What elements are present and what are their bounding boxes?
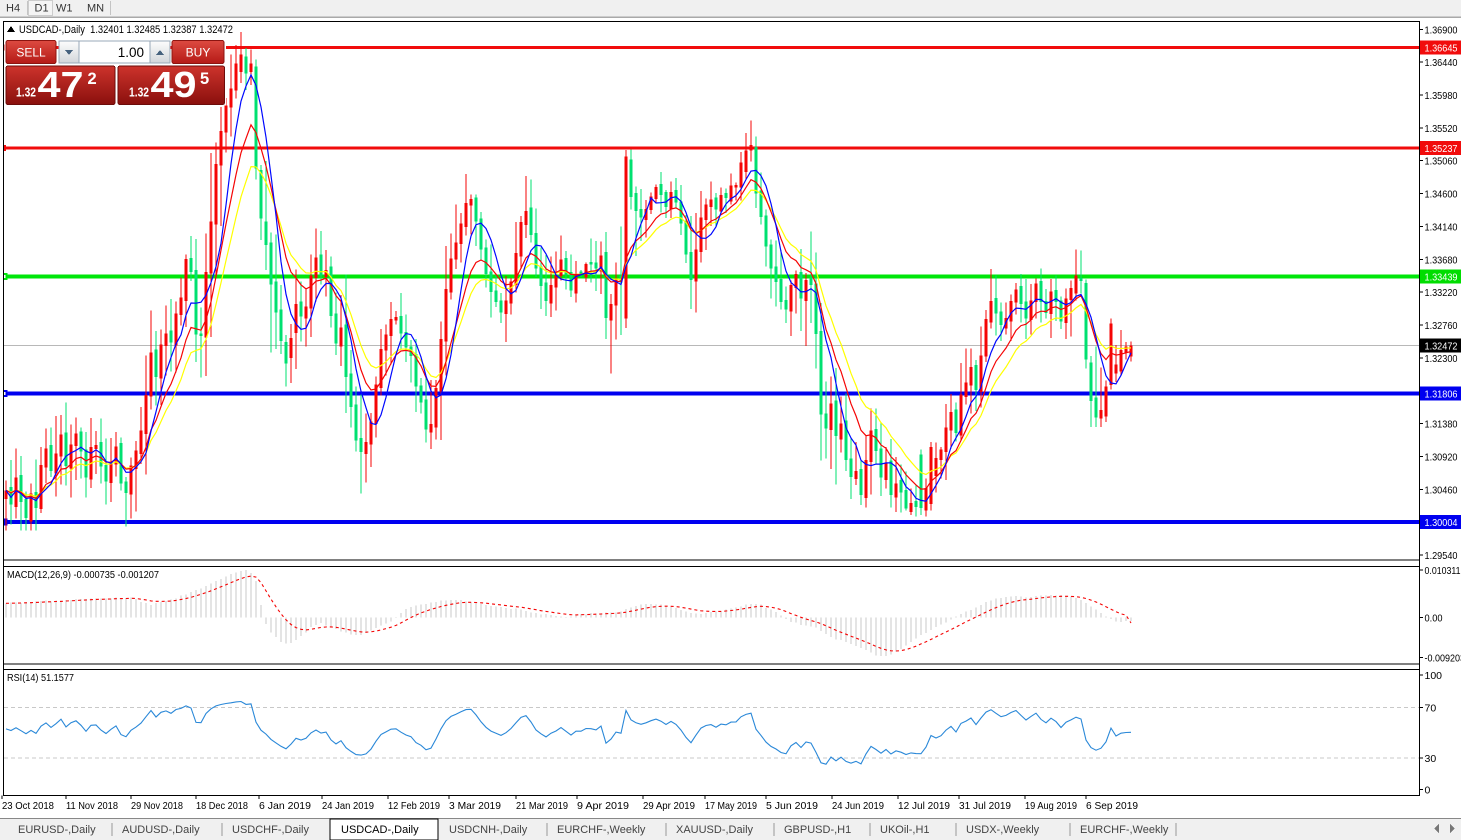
svg-text:EURCHF-,Weekly: EURCHF-,Weekly <box>1080 824 1169 836</box>
svg-text:70: 70 <box>1425 702 1437 714</box>
svg-text:D1: D1 <box>35 3 49 15</box>
svg-text:GBPUSD-,H1: GBPUSD-,H1 <box>784 824 851 836</box>
svg-text:-0.009203: -0.009203 <box>1425 653 1461 665</box>
svg-text:1.32: 1.32 <box>129 85 149 100</box>
svg-text:3 Mar 2019: 3 Mar 2019 <box>449 800 501 812</box>
svg-text:1.30920: 1.30920 <box>1425 451 1458 463</box>
svg-text:1.29540: 1.29540 <box>1425 550 1458 562</box>
svg-text:12 Jul 2019: 12 Jul 2019 <box>898 800 950 812</box>
svg-text:1.00: 1.00 <box>118 45 144 60</box>
svg-text:1.35980: 1.35980 <box>1425 90 1458 102</box>
svg-text:1.33439: 1.33439 <box>1425 272 1458 284</box>
svg-text:0: 0 <box>1425 784 1431 796</box>
svg-text:1.35520: 1.35520 <box>1425 123 1458 135</box>
svg-text:AUDUSD-,Daily: AUDUSD-,Daily <box>122 824 200 836</box>
svg-text:MACD(12,26,9) -0.000735 -0.001: MACD(12,26,9) -0.000735 -0.001207 <box>7 570 159 581</box>
svg-text:2: 2 <box>88 70 97 88</box>
svg-text:18 Dec 2018: 18 Dec 2018 <box>196 800 248 812</box>
svg-text:23 Oct 2018: 23 Oct 2018 <box>2 800 54 812</box>
svg-text:29 Apr 2019: 29 Apr 2019 <box>643 800 695 812</box>
svg-text:1.32: 1.32 <box>16 85 36 100</box>
svg-text:30: 30 <box>1425 753 1437 765</box>
svg-text:29 Nov 2018: 29 Nov 2018 <box>131 800 183 812</box>
svg-text:1.36440: 1.36440 <box>1425 57 1458 69</box>
svg-text:1.36645: 1.36645 <box>1425 42 1458 54</box>
svg-text:47: 47 <box>38 64 84 105</box>
svg-text:1.30004: 1.30004 <box>1425 517 1458 529</box>
svg-text:1.30460: 1.30460 <box>1425 484 1458 496</box>
svg-text:0.010311: 0.010311 <box>1425 565 1461 577</box>
svg-text:21 Mar 2019: 21 Mar 2019 <box>516 800 568 812</box>
svg-text:RSI(14) 51.1577: RSI(14) 51.1577 <box>7 673 74 684</box>
svg-text:5 Jun 2019: 5 Jun 2019 <box>766 800 818 812</box>
svg-text:1.33680: 1.33680 <box>1425 254 1458 266</box>
svg-text:9 Apr 2019: 9 Apr 2019 <box>577 800 629 812</box>
svg-text:17 May 2019: 17 May 2019 <box>705 800 757 812</box>
svg-text:0.00: 0.00 <box>1425 613 1443 625</box>
svg-text:USDCAD-,Daily: USDCAD-,Daily <box>341 824 419 836</box>
svg-text:1.35060: 1.35060 <box>1425 156 1458 168</box>
svg-text:SELL: SELL <box>16 46 46 60</box>
svg-text:24 Jan 2019: 24 Jan 2019 <box>322 800 374 812</box>
svg-text:H4: H4 <box>6 3 20 15</box>
svg-text:USDCNH-,Daily: USDCNH-,Daily <box>449 824 528 836</box>
svg-text:BUY: BUY <box>186 46 211 60</box>
svg-text:1.34140: 1.34140 <box>1425 221 1458 233</box>
svg-text:1.31806: 1.31806 <box>1425 388 1458 400</box>
svg-text:19 Aug 2019: 19 Aug 2019 <box>1025 800 1077 812</box>
svg-text:1.32300: 1.32300 <box>1425 353 1458 365</box>
svg-text:1.34600: 1.34600 <box>1425 189 1458 201</box>
svg-text:1.32472: 1.32472 <box>1425 341 1458 353</box>
svg-text:1.35237: 1.35237 <box>1425 143 1458 155</box>
svg-text:5: 5 <box>200 70 209 88</box>
svg-text:24 Jun 2019: 24 Jun 2019 <box>832 800 884 812</box>
svg-text:USDX-,Weekly: USDX-,Weekly <box>966 824 1040 836</box>
svg-text:XAUUSD-,Daily: XAUUSD-,Daily <box>676 824 754 836</box>
svg-text:1.33220: 1.33220 <box>1425 287 1458 299</box>
svg-text:1.32760: 1.32760 <box>1425 320 1458 332</box>
svg-text:USDCHF-,Daily: USDCHF-,Daily <box>232 824 310 836</box>
svg-text:12 Feb 2019: 12 Feb 2019 <box>388 800 440 812</box>
svg-text:W1: W1 <box>56 3 73 15</box>
svg-text:1.36900: 1.36900 <box>1425 24 1458 36</box>
svg-text:6 Jan 2019: 6 Jan 2019 <box>259 800 311 812</box>
svg-text:6 Sep 2019: 6 Sep 2019 <box>1086 800 1138 812</box>
svg-text:UKOil-,H1: UKOil-,H1 <box>880 824 930 836</box>
svg-text:USDCAD-,Daily 1.32401 1.32485: USDCAD-,Daily 1.32401 1.32485 1.32387 1.… <box>19 24 233 36</box>
svg-text:100: 100 <box>1425 670 1443 682</box>
svg-text:EURUSD-,Daily: EURUSD-,Daily <box>18 824 96 836</box>
svg-text:EURCHF-,Weekly: EURCHF-,Weekly <box>557 824 646 836</box>
svg-text:MN: MN <box>87 3 104 15</box>
svg-text:1.31380: 1.31380 <box>1425 419 1458 431</box>
svg-text:49: 49 <box>151 64 197 105</box>
svg-text:31 Jul 2019: 31 Jul 2019 <box>959 800 1011 812</box>
svg-text:11 Nov 2018: 11 Nov 2018 <box>66 800 118 812</box>
